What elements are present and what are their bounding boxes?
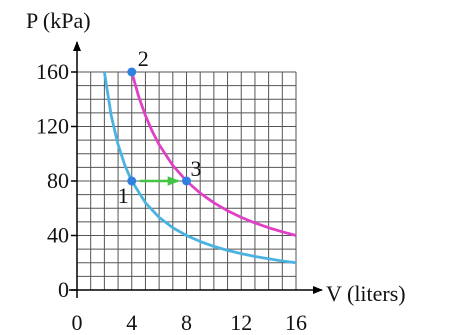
x-tick-label: 8 xyxy=(181,310,192,335)
y-tick-label: 40 xyxy=(47,223,69,248)
x-tick-label: 0 xyxy=(72,310,83,335)
series-curve-2 xyxy=(130,71,297,237)
x-tick-label: 12 xyxy=(230,310,252,335)
state-points: 1 2 3 xyxy=(118,46,202,208)
state-point-label: 1 xyxy=(118,183,129,208)
state-point-2 xyxy=(127,67,137,77)
x-tick-label: 4 xyxy=(126,310,137,335)
y-tick-label: 0 xyxy=(58,277,69,302)
y-axis-label: P (kPa) xyxy=(26,8,91,33)
state-point-label: 3 xyxy=(191,156,202,181)
series-curve-1 xyxy=(102,71,297,265)
x-tick-label: 16 xyxy=(285,310,307,335)
y-tick-label: 160 xyxy=(36,59,69,84)
series-group xyxy=(102,71,297,265)
y-tick-label: 80 xyxy=(47,168,69,193)
y-tick-label: 120 xyxy=(36,114,69,139)
state-point-label: 2 xyxy=(138,46,149,71)
axes xyxy=(69,41,323,298)
state-point-3 xyxy=(182,176,191,186)
state-point-1 xyxy=(127,176,137,186)
x-axis-label: V (liters) xyxy=(326,281,406,306)
